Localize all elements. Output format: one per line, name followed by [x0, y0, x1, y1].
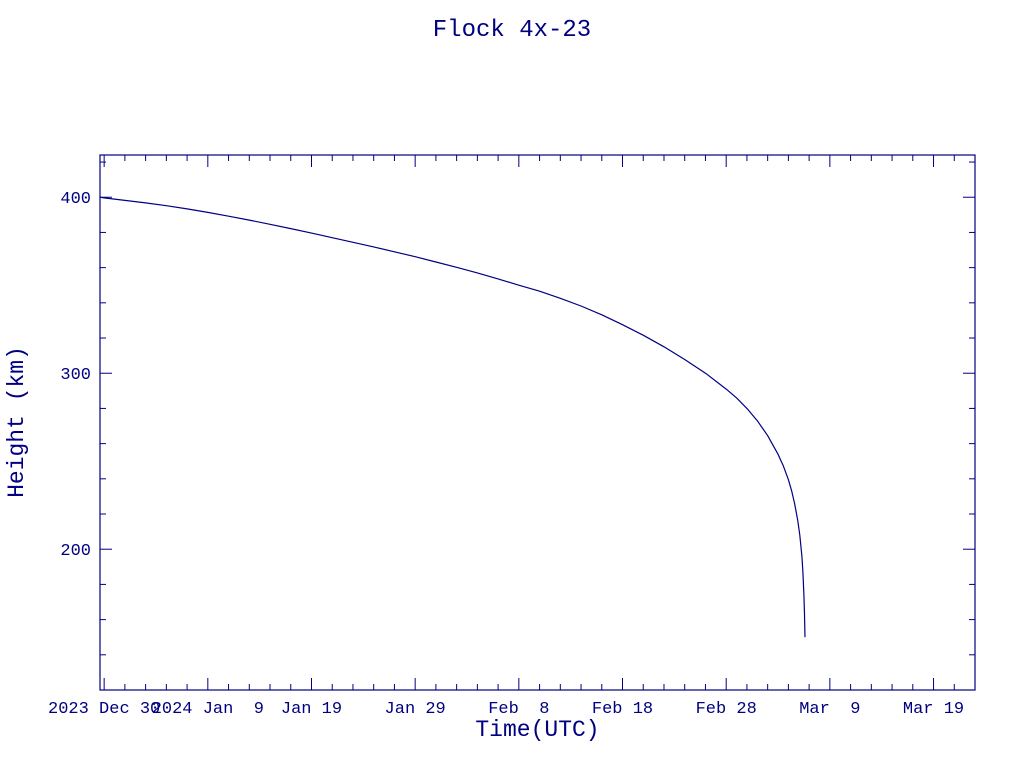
x-tick-label: 2024 Jan 9	[152, 700, 264, 719]
y-axis-label: Height (km)	[4, 346, 30, 498]
x-axis-label: Time(UTC)	[475, 717, 600, 743]
y-tick-label: 400	[60, 190, 91, 209]
x-tick-label: 2023 Dec 30	[48, 700, 160, 719]
x-tick-label: Mar 19	[903, 700, 964, 719]
x-tick-label: Feb 28	[696, 700, 757, 719]
y-tick-label: 200	[60, 542, 91, 561]
y-tick-label: 300	[60, 366, 91, 385]
x-tick-label: Jan 29	[385, 700, 446, 719]
x-tick-label: Feb 18	[592, 700, 653, 719]
series-line	[99, 196, 806, 638]
chart-title: Flock 4x-23	[432, 17, 592, 44]
plot-frame	[99, 154, 976, 691]
x-tick-label: Feb 8	[488, 700, 549, 719]
x-tick-label: Mar 9	[799, 700, 860, 719]
x-tick-label: Jan 19	[281, 700, 342, 719]
